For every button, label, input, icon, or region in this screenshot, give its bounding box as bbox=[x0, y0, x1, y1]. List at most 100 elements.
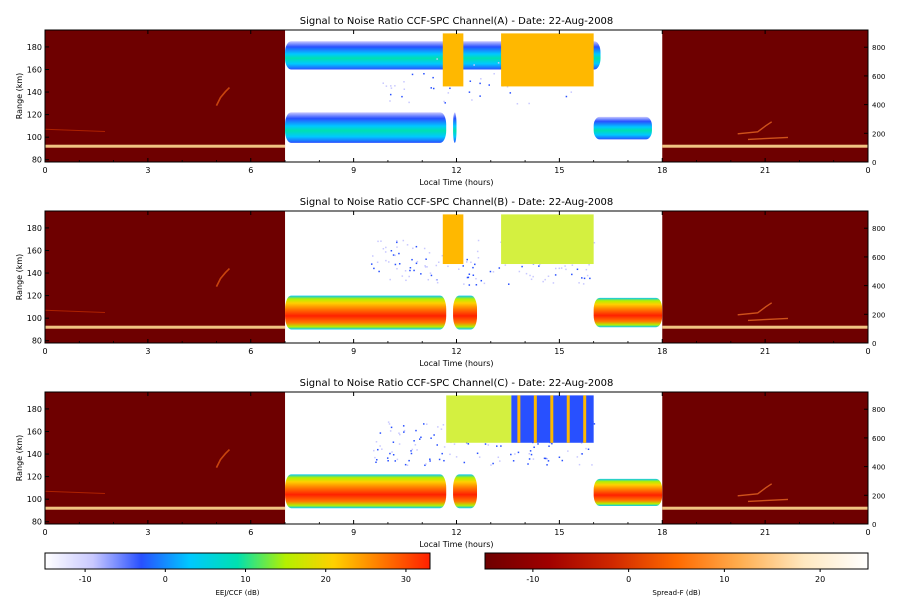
colorbar-label: Spread-F (dB) bbox=[652, 589, 700, 597]
x-tick-label: 0 bbox=[865, 347, 870, 356]
snr-band bbox=[285, 112, 447, 143]
noise-point bbox=[586, 274, 589, 277]
noise-point bbox=[377, 448, 379, 451]
noise-point bbox=[436, 444, 438, 446]
noise-point bbox=[587, 448, 590, 451]
noise-point bbox=[379, 445, 381, 447]
panel-title-B: Signal to Noise Ratio CCF-SPC Channel(B)… bbox=[300, 197, 614, 208]
noise-point bbox=[387, 459, 389, 462]
noise-point bbox=[544, 457, 547, 460]
noise-point bbox=[401, 275, 404, 277]
noise-point bbox=[500, 445, 502, 447]
x-axis-label: Local Time (hours) bbox=[419, 359, 493, 368]
noise-point bbox=[438, 458, 441, 461]
noise-point bbox=[396, 241, 398, 244]
noise-point bbox=[546, 458, 549, 460]
y-tick-label: 120 bbox=[27, 111, 42, 120]
noise-point bbox=[433, 434, 435, 436]
noise-point bbox=[423, 423, 425, 425]
noise-point bbox=[437, 426, 439, 428]
noise-point bbox=[480, 279, 483, 282]
noise-point bbox=[472, 274, 475, 276]
noise-point bbox=[374, 456, 376, 459]
noise-point bbox=[588, 263, 590, 266]
noise-point bbox=[496, 445, 498, 447]
noise-point bbox=[385, 246, 387, 249]
noise-point bbox=[492, 271, 495, 273]
noise-point bbox=[484, 443, 487, 445]
noise-point bbox=[514, 453, 516, 455]
e-layer-trace-morning bbox=[662, 144, 868, 148]
interference-stripe bbox=[533, 395, 537, 443]
noise-point bbox=[507, 283, 510, 285]
y-tick-label: 100 bbox=[27, 314, 42, 323]
interference-block bbox=[442, 33, 464, 87]
y-tick-label: 180 bbox=[27, 405, 42, 414]
noise-point bbox=[436, 281, 439, 284]
right-y-tick-label: 800 bbox=[872, 44, 885, 52]
noise-point bbox=[396, 246, 398, 248]
noise-point bbox=[578, 463, 581, 466]
noise-point bbox=[537, 443, 539, 445]
y-tick-label: 120 bbox=[27, 292, 42, 301]
colorbar-tick-label: 20 bbox=[815, 575, 825, 584]
noise-point bbox=[441, 254, 444, 257]
noise-point bbox=[403, 88, 406, 90]
interference-stripe bbox=[583, 395, 587, 443]
noise-point bbox=[394, 263, 397, 266]
colorbar-scale bbox=[44, 552, 431, 570]
noise-point bbox=[415, 429, 417, 432]
snr-band bbox=[453, 112, 457, 143]
noise-point bbox=[398, 252, 400, 255]
right-y-tick-label: 0 bbox=[872, 521, 876, 529]
right-y-tick-label: 0 bbox=[872, 159, 876, 167]
noise-point bbox=[389, 100, 391, 102]
noise-point bbox=[390, 85, 392, 87]
noise-point bbox=[475, 284, 478, 286]
snr-band bbox=[593, 297, 663, 328]
noise-point bbox=[389, 452, 391, 455]
panel-A: Signal to Noise Ratio CCF-SPC Channel(A)… bbox=[15, 16, 885, 187]
night-echo-plume bbox=[215, 268, 231, 287]
x-tick-label: 9 bbox=[351, 528, 356, 537]
noise-point bbox=[403, 431, 405, 433]
noise-point bbox=[474, 263, 476, 266]
noise-point bbox=[532, 275, 534, 278]
noise-point bbox=[468, 273, 471, 275]
y-axis-label: Range (km) bbox=[15, 435, 24, 482]
noise-point bbox=[382, 247, 385, 250]
noise-point bbox=[428, 252, 431, 254]
noise-point bbox=[410, 450, 412, 452]
colorbar-tick-label: -10 bbox=[526, 575, 539, 584]
x-axis-label: Local Time (hours) bbox=[419, 178, 493, 187]
noise-point bbox=[476, 452, 479, 455]
noise-point bbox=[432, 76, 434, 79]
noise-point bbox=[391, 451, 393, 453]
noise-point bbox=[415, 262, 418, 265]
noise-point bbox=[529, 450, 532, 452]
noise-point bbox=[403, 81, 405, 83]
noise-point bbox=[538, 265, 540, 267]
x-tick-label: 9 bbox=[351, 166, 356, 175]
noise-point bbox=[560, 267, 563, 269]
noise-point bbox=[473, 64, 475, 66]
noise-point bbox=[455, 456, 458, 458]
noise-point bbox=[392, 441, 395, 443]
noise-point bbox=[429, 458, 431, 460]
noise-point bbox=[585, 447, 587, 450]
noise-point bbox=[414, 444, 417, 446]
noise-point bbox=[561, 459, 564, 462]
noise-point bbox=[408, 275, 410, 278]
right-y-tick-label: 600 bbox=[872, 254, 885, 262]
right-y-tick-label: 600 bbox=[872, 73, 885, 81]
x-tick-label: 12 bbox=[451, 528, 461, 537]
noise-point bbox=[398, 443, 401, 445]
noise-point bbox=[430, 274, 433, 277]
noise-point bbox=[390, 249, 393, 252]
noise-point bbox=[401, 95, 403, 98]
data-gap bbox=[477, 289, 502, 341]
x-axis-label: Local Time (hours) bbox=[419, 540, 493, 549]
noise-point bbox=[382, 82, 384, 84]
interference-stripe bbox=[517, 395, 521, 443]
